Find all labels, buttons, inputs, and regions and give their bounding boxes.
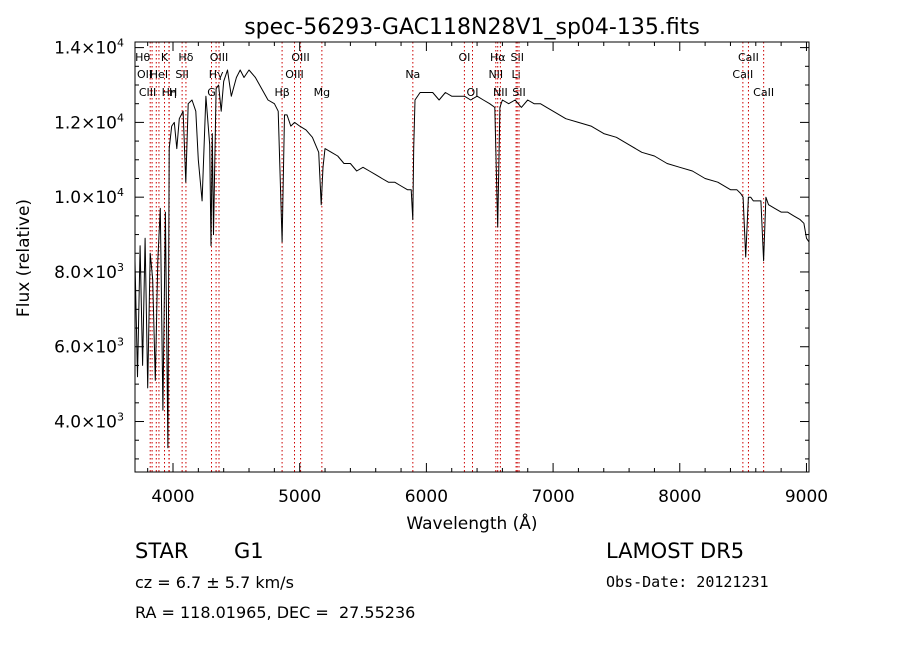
- y-axis-ticks: 4.0×103 6.0×103 8.0×103 1.0×104 1.2×104 1.4×1…: [54, 37, 809, 460]
- x-axis-label: Wavelength (Å): [406, 512, 537, 534]
- line-marker-label: G: [207, 86, 216, 99]
- line-marker-label: OIII: [285, 68, 303, 81]
- x-tick-label: 9000: [785, 487, 828, 507]
- spectrum-series: [134, 69, 810, 449]
- x-tick-label: 5000: [278, 487, 321, 507]
- line-marker-label: Hθ: [135, 51, 150, 64]
- line-marker-label: CaII: [753, 86, 774, 99]
- object-class: STAR: [135, 539, 189, 563]
- line-marker-label: OI: [458, 51, 470, 64]
- line-marker-label: OIII: [210, 51, 228, 64]
- line-markers: Hθ OII CIII HeI K HηH SII Hδ G Hγ OIII Hβ OIII OIII Mg…: [135, 42, 774, 472]
- line-marker-label: Li: [511, 68, 520, 81]
- line-marker-label: OII: [137, 68, 152, 81]
- redshift-readout: cz = 6.7 ± 5.7 km/s: [135, 573, 294, 592]
- chart-title: spec-56293-GAC118N28V1_sp04-135.fits: [244, 15, 700, 40]
- line-marker-label: CIII: [139, 86, 156, 99]
- x-tick-label: 4000: [151, 487, 194, 507]
- x-axis-ticks: 4000 5000 6000 7000 8000 9000: [147, 42, 828, 507]
- line-marker-label: SII: [175, 68, 188, 81]
- line-marker-label: CaII: [738, 51, 759, 64]
- line-marker-label: OI: [467, 86, 479, 99]
- line-marker-label: Hδ: [178, 51, 193, 64]
- y-tick-label: 8.0×103: [54, 261, 124, 283]
- line-marker-label: NII: [488, 68, 503, 81]
- line-marker-label: Hα: [490, 51, 506, 64]
- x-tick-label: 8000: [658, 487, 701, 507]
- line-marker-label: OIII: [291, 51, 309, 64]
- line-marker-label: Hβ: [274, 86, 289, 99]
- line-marker-label: Na: [405, 68, 420, 81]
- y-tick-label: 1.4×104: [54, 37, 124, 59]
- coordinates-readout: RA = 118.01965, DEC = 27.55236: [135, 603, 416, 622]
- line-marker-label: HeI: [150, 68, 168, 81]
- y-tick-label: 1.0×104: [54, 186, 124, 208]
- y-axis-label: Flux (relative): [14, 199, 34, 317]
- x-tick-label: 6000: [405, 487, 448, 507]
- y-tick-label: 6.0×103: [54, 336, 124, 358]
- line-marker-label: K: [161, 51, 169, 64]
- line-marker-label: H: [169, 86, 177, 99]
- x-tick-label: 7000: [531, 487, 574, 507]
- object-subclass: G1: [234, 539, 264, 563]
- spectrum-line: [134, 69, 810, 449]
- y-tick-label: 4.0×103: [54, 411, 124, 433]
- y-tick-label: 1.2×104: [54, 111, 124, 133]
- line-marker-label: SII: [510, 51, 523, 64]
- line-marker-label: NII: [493, 86, 508, 99]
- line-marker-label: Hγ: [209, 68, 224, 81]
- plot-frame: [134, 41, 810, 473]
- line-marker-label: SII: [512, 86, 525, 99]
- line-marker-label: CaII: [732, 68, 753, 81]
- line-marker-label: Hη: [162, 86, 177, 99]
- observation-date: Obs-Date: 20121231: [606, 573, 769, 591]
- line-marker-label: Mg: [314, 86, 330, 99]
- survey-name: LAMOST DR5: [606, 539, 745, 563]
